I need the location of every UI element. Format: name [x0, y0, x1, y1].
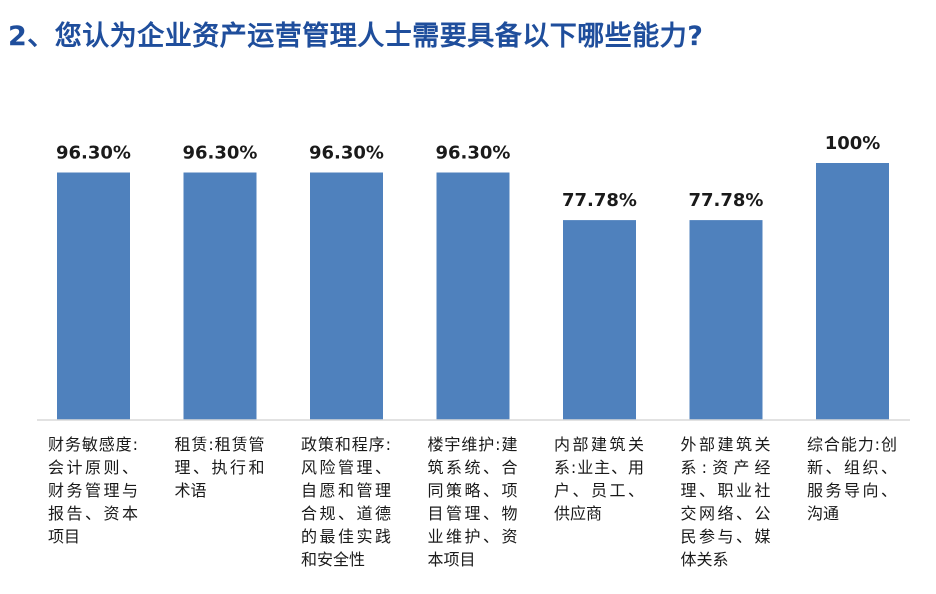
bar-5 — [563, 220, 636, 420]
data-label-4: 96.30% — [436, 143, 511, 164]
data-label-6: 77.78% — [689, 190, 764, 211]
bar-6 — [689, 220, 763, 420]
data-label-3: 96.30% — [309, 143, 384, 164]
category-label-5: 内部建筑关系:业主、用户、员工、供应商 — [554, 435, 644, 523]
data-label-5: 77.78% — [562, 190, 637, 211]
chart-title: 2、您认为企业资产运营管理人士需要具备以下哪些能力? — [8, 21, 704, 52]
bar-7 — [816, 163, 889, 420]
bar-1 — [57, 172, 130, 420]
bars-layer — [57, 163, 889, 420]
category-label-6: 外部建筑关系:资产经理、职业社交网络、公民参与、媒体关系 — [680, 435, 771, 569]
bar-4 — [436, 172, 510, 420]
bar-3 — [310, 172, 383, 420]
data-label-1: 96.30% — [56, 143, 131, 164]
data-label-7: 100% — [825, 133, 881, 154]
category-label-2: 租赁:租赁管理、执行和术语 — [174, 435, 265, 500]
data-label-2: 96.30% — [183, 143, 258, 164]
bar-2 — [183, 172, 257, 420]
category-label-3: 政策和程序:风险管理、自愿和管理合规、道德的最佳实践和安全性 — [301, 435, 391, 569]
category-label-4: 楼宇维护:建筑系统、合同策略、项目管理、物业维护、资本项目 — [427, 435, 518, 569]
category-label-1: 财务敏感度:会计原则、财务管理与报告、资本项目 — [48, 435, 138, 546]
data-labels-layer: 96.30% 96.30% 96.30% 96.30% 77.78% 77.78% 100% — [56, 133, 880, 211]
category-label-7: 综合能力:创新、组织、服务导向、沟通 — [807, 435, 897, 523]
